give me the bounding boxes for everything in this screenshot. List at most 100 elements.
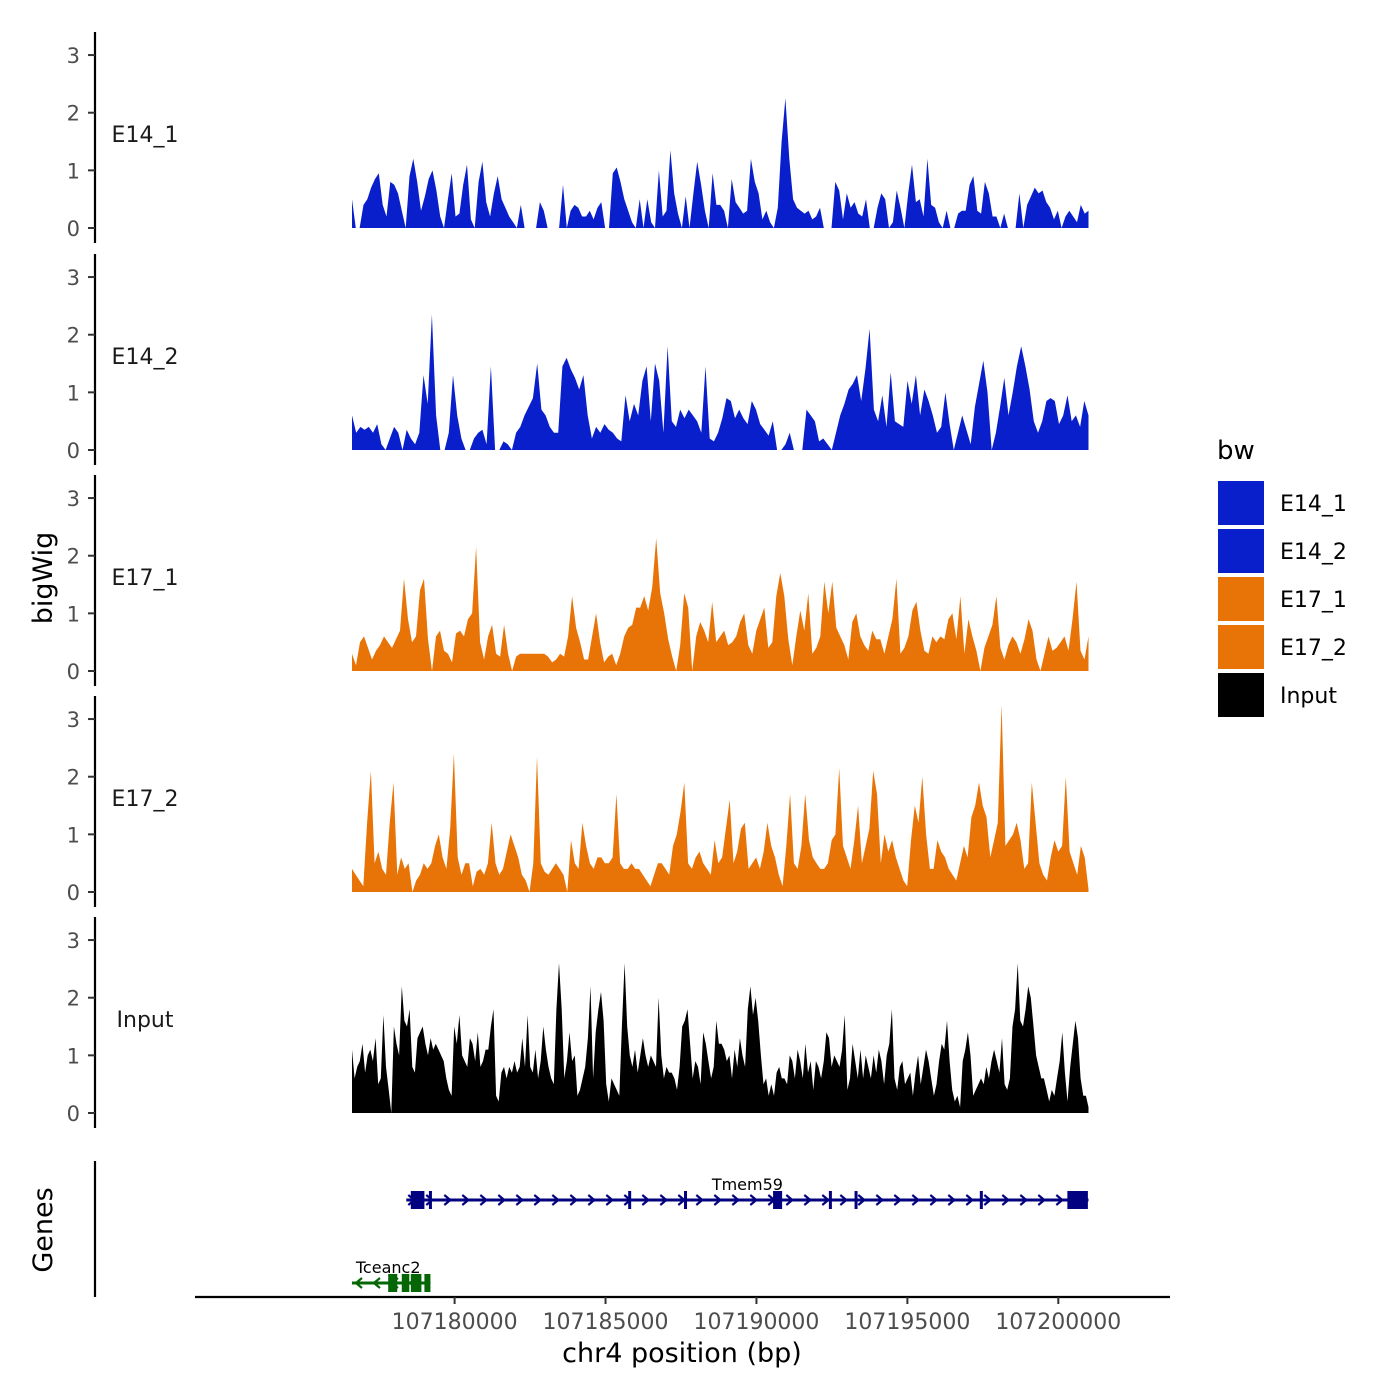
legend-label: E17_1 (1280, 588, 1347, 613)
strand-arrow (425, 1194, 435, 1206)
strand-arrow (749, 1194, 759, 1206)
strand-arrow (731, 1194, 741, 1206)
legend-swatch-E14_1 (1218, 481, 1264, 525)
track-E14_2: 0 1 2 3 E14_2 (67, 254, 1089, 465)
track-E17_1: 0 1 2 3 E17_1 (67, 475, 1089, 686)
strand-arrow (839, 1194, 849, 1206)
y-tick-label: 2 (67, 766, 80, 790)
gene-track: Tmem59 Tceanc2 (93, 1161, 1089, 1297)
coverage-area (352, 704, 1089, 892)
exon (773, 1191, 783, 1209)
strand-arrow (443, 1194, 453, 1206)
gene-label: Tmem59 (711, 1175, 783, 1194)
y-tick-label: 3 (67, 708, 80, 732)
strand-arrow (605, 1194, 615, 1206)
strand-arrow (372, 1277, 381, 1289)
y-tick-label: 1 (67, 159, 80, 183)
gene-Tceanc2: Tceanc2 (351, 1258, 431, 1292)
panel-label: E14_1 (112, 123, 179, 148)
strand-arrow (515, 1194, 525, 1206)
exon (428, 1191, 432, 1209)
exon (854, 1191, 858, 1209)
coverage-area (352, 314, 1089, 450)
strand-arrow (354, 1277, 363, 1289)
strand-arrow (983, 1194, 993, 1206)
exon (388, 1274, 398, 1292)
strand-arrow (1019, 1194, 1029, 1206)
y-tick-label: 3 (67, 487, 80, 511)
y-tick-label: 3 (67, 929, 80, 953)
strand-arrow (1055, 1194, 1065, 1206)
y-tick-label: 3 (67, 266, 80, 290)
strand-arrow (695, 1194, 705, 1206)
strand-arrow (641, 1194, 651, 1206)
y-tick-label: 0 (67, 1102, 80, 1126)
exon (684, 1191, 688, 1209)
y-tick-label: 2 (67, 102, 80, 126)
strand-arrow (713, 1194, 723, 1206)
y-tick-label: 2 (67, 324, 80, 348)
track-Input: 0 1 2 3 Input (67, 917, 1089, 1128)
y-tick-label: 0 (67, 881, 80, 905)
x-axis: 107180000 107185000 107190000 107195000 1072… (195, 1295, 1170, 1335)
legend-swatch-E17_1 (1218, 577, 1264, 621)
legend-swatch-Input (1218, 673, 1264, 717)
exon (410, 1191, 425, 1209)
exon (410, 1274, 422, 1292)
x-tick-label: 107195000 (844, 1310, 970, 1335)
x-tick-label: 107200000 (995, 1310, 1121, 1335)
y-axis-title: bigWig (28, 532, 59, 625)
strand-arrow (569, 1194, 579, 1206)
strand-arrow (857, 1194, 867, 1206)
track-E17_2: 0 1 2 3 E17_2 (67, 696, 1089, 907)
y-tick-label: 2 (67, 987, 80, 1011)
y-tick-label: 0 (67, 660, 80, 684)
x-tick-label: 107180000 (392, 1310, 518, 1335)
strand-arrow (947, 1194, 957, 1206)
panel-label: E17_2 (112, 787, 179, 812)
strand-arrow (929, 1194, 939, 1206)
exon (401, 1274, 410, 1292)
strand-arrow (587, 1194, 597, 1206)
x-tick-label: 107190000 (693, 1310, 819, 1335)
strand-arrow (875, 1194, 885, 1206)
bigwig-tracks: 0 1 2 3 E14_1 0 1 2 3 E14_2 0 1 2 3 E17_1 0 1 2 3 E17_2 0 1 2 3… (67, 32, 1089, 1128)
legend-title: bw (1217, 436, 1255, 466)
legend-swatch-E17_2 (1218, 625, 1264, 669)
strand-arrow (965, 1194, 975, 1206)
strand-arrow (1001, 1194, 1011, 1206)
y-tick-label: 0 (67, 439, 80, 463)
y-tick-label: 3 (67, 44, 80, 68)
coverage-area (352, 98, 1089, 228)
gene-Tmem59: Tmem59 (406, 1175, 1089, 1209)
strand-arrow (1037, 1194, 1047, 1206)
legend-label: E14_1 (1280, 492, 1347, 517)
coverage-area (352, 963, 1089, 1113)
y-tick-label: 1 (67, 602, 80, 626)
strand-arrow (497, 1194, 507, 1206)
legend-label: E14_2 (1280, 540, 1347, 565)
y-tick-label: 1 (67, 381, 80, 405)
legend-swatch-E14_2 (1218, 529, 1264, 573)
strand-arrow (911, 1194, 921, 1206)
strand-arrow (893, 1194, 903, 1206)
exon (424, 1274, 431, 1292)
exon (979, 1191, 983, 1209)
genes-axis-title: Genes (28, 1187, 59, 1272)
strand-arrow (551, 1194, 561, 1206)
coverage-area (352, 538, 1089, 671)
y-tick-label: 2 (67, 545, 80, 569)
legend: bw E14_1 E14_2 E17_1 E17_2 Input (1217, 436, 1347, 717)
strand-arrow (533, 1194, 543, 1206)
exon (828, 1191, 832, 1209)
strand-arrow (785, 1194, 795, 1206)
y-tick-label: 1 (67, 823, 80, 847)
legend-label: Input (1280, 684, 1337, 709)
exon (628, 1191, 632, 1209)
gene-label: Tceanc2 (355, 1258, 421, 1277)
panel-label: E14_2 (112, 345, 179, 370)
strand-arrow (659, 1194, 669, 1206)
strand-arrow (821, 1194, 831, 1206)
panel-label: E17_1 (112, 566, 179, 591)
panel-label: Input (117, 1008, 174, 1033)
